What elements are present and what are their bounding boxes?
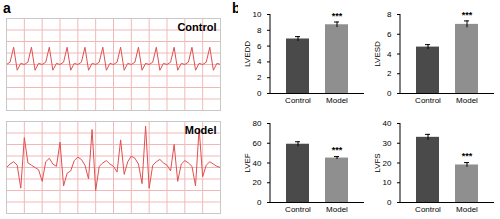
html-text:a: a: [3, 0, 11, 16]
svg-text:Model: Model: [456, 205, 478, 214]
svg-text:Model: Model: [326, 96, 348, 105]
svg-text:8: 8: [387, 10, 392, 19]
svg-text:LVESD: LVESD: [373, 41, 382, 67]
svg-text:6: 6: [257, 42, 262, 51]
svg-text:60: 60: [253, 139, 262, 148]
svg-text:LVFS: LVFS: [373, 153, 382, 172]
svg-text:30: 30: [383, 139, 392, 148]
svg-text:***: ***: [332, 11, 343, 21]
svg-text:0: 0: [257, 198, 262, 207]
svg-text:20: 20: [253, 178, 262, 187]
svg-text:40: 40: [383, 119, 392, 128]
svg-text:2: 2: [387, 69, 392, 78]
svg-text:8: 8: [257, 26, 262, 35]
svg-text:LVEF: LVEF: [243, 153, 252, 173]
svg-text:10: 10: [253, 10, 262, 19]
svg-text:20: 20: [383, 159, 392, 168]
svg-text:6: 6: [387, 30, 392, 39]
svg-text:80: 80: [253, 119, 262, 128]
svg-text:***: ***: [462, 151, 473, 161]
svg-text:Control: Control: [415, 205, 441, 214]
svg-text:0: 0: [387, 89, 392, 98]
svg-text:***: ***: [332, 145, 343, 155]
svg-text:0: 0: [257, 89, 262, 98]
svg-text:LVEDD: LVEDD: [243, 41, 252, 67]
svg-text:Control: Control: [285, 205, 311, 214]
svg-text:Model: Model: [185, 124, 217, 136]
svg-text:Control: Control: [415, 96, 441, 105]
svg-text:4: 4: [387, 50, 392, 59]
svg-text:Model: Model: [456, 96, 478, 105]
svg-text:10: 10: [383, 178, 392, 187]
svg-text:2: 2: [257, 73, 262, 82]
svg-text:4: 4: [257, 57, 262, 66]
svg-text:40: 40: [253, 159, 262, 168]
svg-text:0: 0: [387, 198, 392, 207]
svg-text:Control: Control: [285, 96, 311, 105]
svg-text:Control: Control: [177, 21, 216, 33]
html-text:b: b: [232, 0, 241, 16]
svg-text:Model: Model: [326, 205, 348, 214]
svg-text:***: ***: [462, 10, 473, 20]
